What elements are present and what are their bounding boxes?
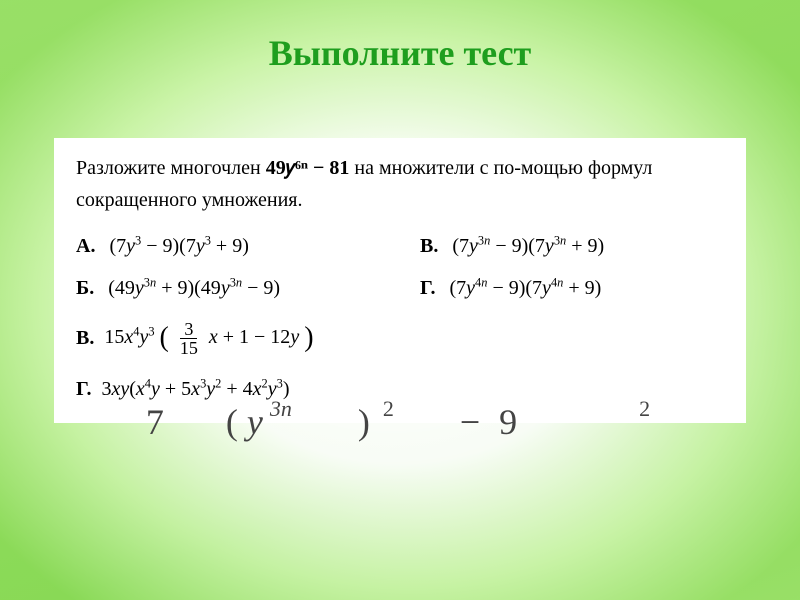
fraction: 3 15 [176,320,202,357]
extra-v-expr: 15x4y3 ( 3 15 x + 1 − 12y ) [104,316,313,361]
option-a: А. (7y3 − 9)(7y3 + 9) [76,230,380,262]
option-v-expr: (7y3n − 9)(7y3n + 9) [452,230,604,262]
options-row-1: А. (7y3 − 9)(7y3 + 9) В. (7y3n − 9)(7y3n… [76,230,724,262]
question-card: Разложите многочлен 49𝑦⁶ⁿ − 81 на множит… [54,138,746,423]
option-a-letter: А. [76,230,95,262]
option-v-letter: В. [420,230,438,262]
option-b: Б. (49y3n + 9)(49y3n − 9) [76,272,380,304]
extra-v-letter: В. [76,322,94,354]
option-b-letter: Б. [76,272,94,304]
prompt-poly: 49𝑦⁶ⁿ − 81 [266,157,350,179]
fraction-num: 3 [180,320,197,339]
option-v: В. (7y3n − 9)(7y3n + 9) [420,230,724,262]
options-row-2: Б. (49y3n + 9)(49y3n − 9) Г. (7y4n − 9)(… [76,272,724,304]
option-g-expr: (7y4n − 9)(7y4n + 9) [449,272,601,304]
slide-title: Выполните тест [0,32,800,74]
option-g-letter: Г. [420,272,435,304]
option-g: Г. (7y4n − 9)(7y4n + 9) [420,272,724,304]
extra-row-g: Г. 3xy(x4y + 5x3y2 + 4x2y3) [76,373,724,405]
slide: Выполните тест Разложите многочлен 49𝑦⁶ⁿ… [0,0,800,600]
option-b-expr: (49y3n + 9)(49y3n − 9) [108,272,280,304]
extra-row-v: В. 15x4y3 ( 3 15 x + 1 − 12y ) [76,316,724,361]
extra-g-letter: Г. [76,373,91,405]
extra-g-expr: 3xy(x4y + 5x3y2 + 4x2y3) [101,373,289,405]
question-prompt: Разложите многочлен 49𝑦⁶ⁿ − 81 на множит… [76,152,724,216]
prompt-prefix: Разложите многочлен [76,157,266,179]
option-a-expr: (7y3 − 9)(7y3 + 9) [109,230,248,262]
fraction-den: 15 [176,339,202,357]
